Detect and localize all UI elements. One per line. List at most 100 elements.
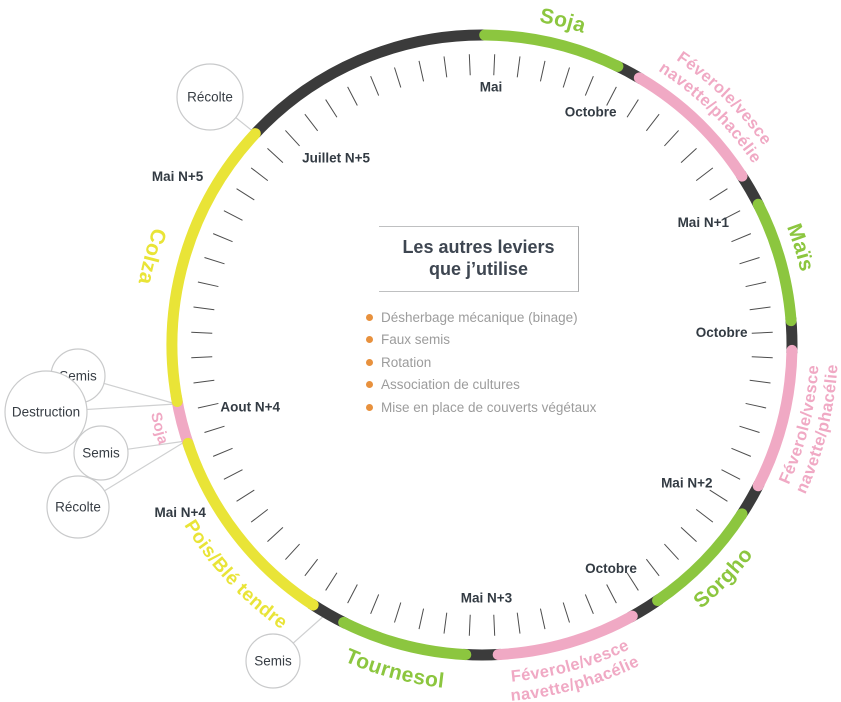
crop-segments <box>166 29 798 661</box>
month-label-octobre: Octobre <box>696 325 748 340</box>
lever-item: Mise en place de couverts végétaux <box>360 399 596 415</box>
tick <box>204 425 225 433</box>
tick <box>370 75 380 96</box>
month-label-mai-n-5: Mai N+5 <box>152 169 204 184</box>
callout-label: Semis <box>254 654 292 669</box>
tick <box>751 331 773 334</box>
tick <box>236 489 255 502</box>
month-label-octobre: Octobre <box>565 105 617 120</box>
tick <box>197 402 219 409</box>
tick <box>285 130 300 147</box>
crop-arc-soja <box>479 29 624 72</box>
bullet-dot-icon <box>366 336 373 343</box>
tick <box>739 425 760 433</box>
tick <box>664 130 679 147</box>
tick <box>250 508 269 523</box>
crop-arc-f-verole-vesce-navette-phac-lie <box>492 610 638 661</box>
crop-name-label-ma-s: Maïs <box>782 221 818 274</box>
crop-arc-f-verole-vesce-navette-phac-lie <box>633 72 748 182</box>
tick <box>493 54 496 76</box>
tick <box>721 469 741 480</box>
tick <box>749 379 771 384</box>
callout-circle <box>4 370 88 454</box>
tick <box>304 113 319 132</box>
tick <box>191 331 213 334</box>
bullet-dot-icon <box>366 381 373 388</box>
tick <box>745 281 767 288</box>
tick <box>370 594 380 615</box>
tick <box>731 233 752 243</box>
tick <box>285 543 300 560</box>
tick <box>347 86 358 106</box>
tick <box>212 447 233 457</box>
tick <box>418 608 425 630</box>
bullet-dot-icon <box>366 313 373 321</box>
bullet-dot-icon <box>366 403 373 411</box>
month-label-mai: Mai <box>480 80 503 95</box>
tick <box>539 608 546 630</box>
callout-label: Récolte <box>55 500 101 515</box>
tick <box>695 508 714 523</box>
tick <box>680 527 697 542</box>
tick <box>751 356 773 359</box>
crop-name-label-sorgho: Sorgho <box>689 543 757 613</box>
tick <box>516 612 521 634</box>
bullet-dot-icon <box>366 358 373 366</box>
tick <box>193 306 215 311</box>
tick <box>695 167 714 182</box>
callout-r-colte: Récolte <box>46 475 110 539</box>
tick <box>709 489 728 502</box>
tick <box>223 469 243 480</box>
tick <box>645 558 660 577</box>
tick <box>739 257 760 265</box>
tick <box>347 584 358 604</box>
callout-circle <box>245 633 301 689</box>
tick <box>749 306 771 311</box>
month-label-mai-n-4: Mai N+4 <box>155 505 207 520</box>
callout-r-colte: Récolte <box>176 63 244 131</box>
transition-arc <box>251 29 485 138</box>
tick <box>664 543 679 560</box>
callout-semis: Semis <box>245 633 301 689</box>
callout-semis: Semis <box>73 425 129 481</box>
lever-item: Désherbage mécanique (binage) <box>360 309 590 325</box>
center-title-line2: que j’utilise <box>428 259 529 279</box>
tick <box>606 584 617 604</box>
crop-arc-f-verole-vesce-navette-phac-lie <box>752 344 798 492</box>
center-title-line1: Les autres leviers <box>402 237 555 257</box>
tick <box>539 60 546 82</box>
month-label-mai-n-1: Mai N+1 <box>678 215 730 230</box>
tick <box>394 67 402 88</box>
crop-name-label-colza: Colza <box>134 225 171 286</box>
tick <box>721 210 741 221</box>
callout-label: Destruction <box>12 405 80 420</box>
tick <box>204 257 225 265</box>
tick <box>709 188 728 201</box>
callout-label: Récolte <box>187 90 233 105</box>
lever-label: Association de cultures <box>381 377 520 392</box>
tick <box>493 614 496 636</box>
month-label-mai-n-2: Mai N+2 <box>661 476 712 491</box>
month-label-octobre: Octobre <box>585 561 637 576</box>
center-title-box: Les autres leviers que j’utilise <box>379 226 579 292</box>
lever-label: Désherbage mécanique (binage) <box>381 309 578 325</box>
crop-arc-tournesol <box>338 616 472 661</box>
tick <box>562 602 570 623</box>
tick <box>443 56 448 78</box>
crop-name-label-f-verole-vesce: Féverole/vesce <box>674 48 776 148</box>
tick <box>745 402 767 409</box>
tick <box>325 572 338 591</box>
tick <box>418 60 425 82</box>
tick <box>250 167 269 182</box>
tick <box>562 67 570 88</box>
tick <box>325 99 338 118</box>
callout-circle <box>73 425 129 481</box>
month-label-juillet-n-5: Juillet N+5 <box>302 151 370 166</box>
callout-circle <box>46 475 110 539</box>
tick <box>212 233 233 243</box>
tick <box>304 558 319 577</box>
crop-name-label-soja: Soja <box>538 4 589 38</box>
tick <box>236 188 255 201</box>
crop-arc-ma-s <box>752 198 797 327</box>
